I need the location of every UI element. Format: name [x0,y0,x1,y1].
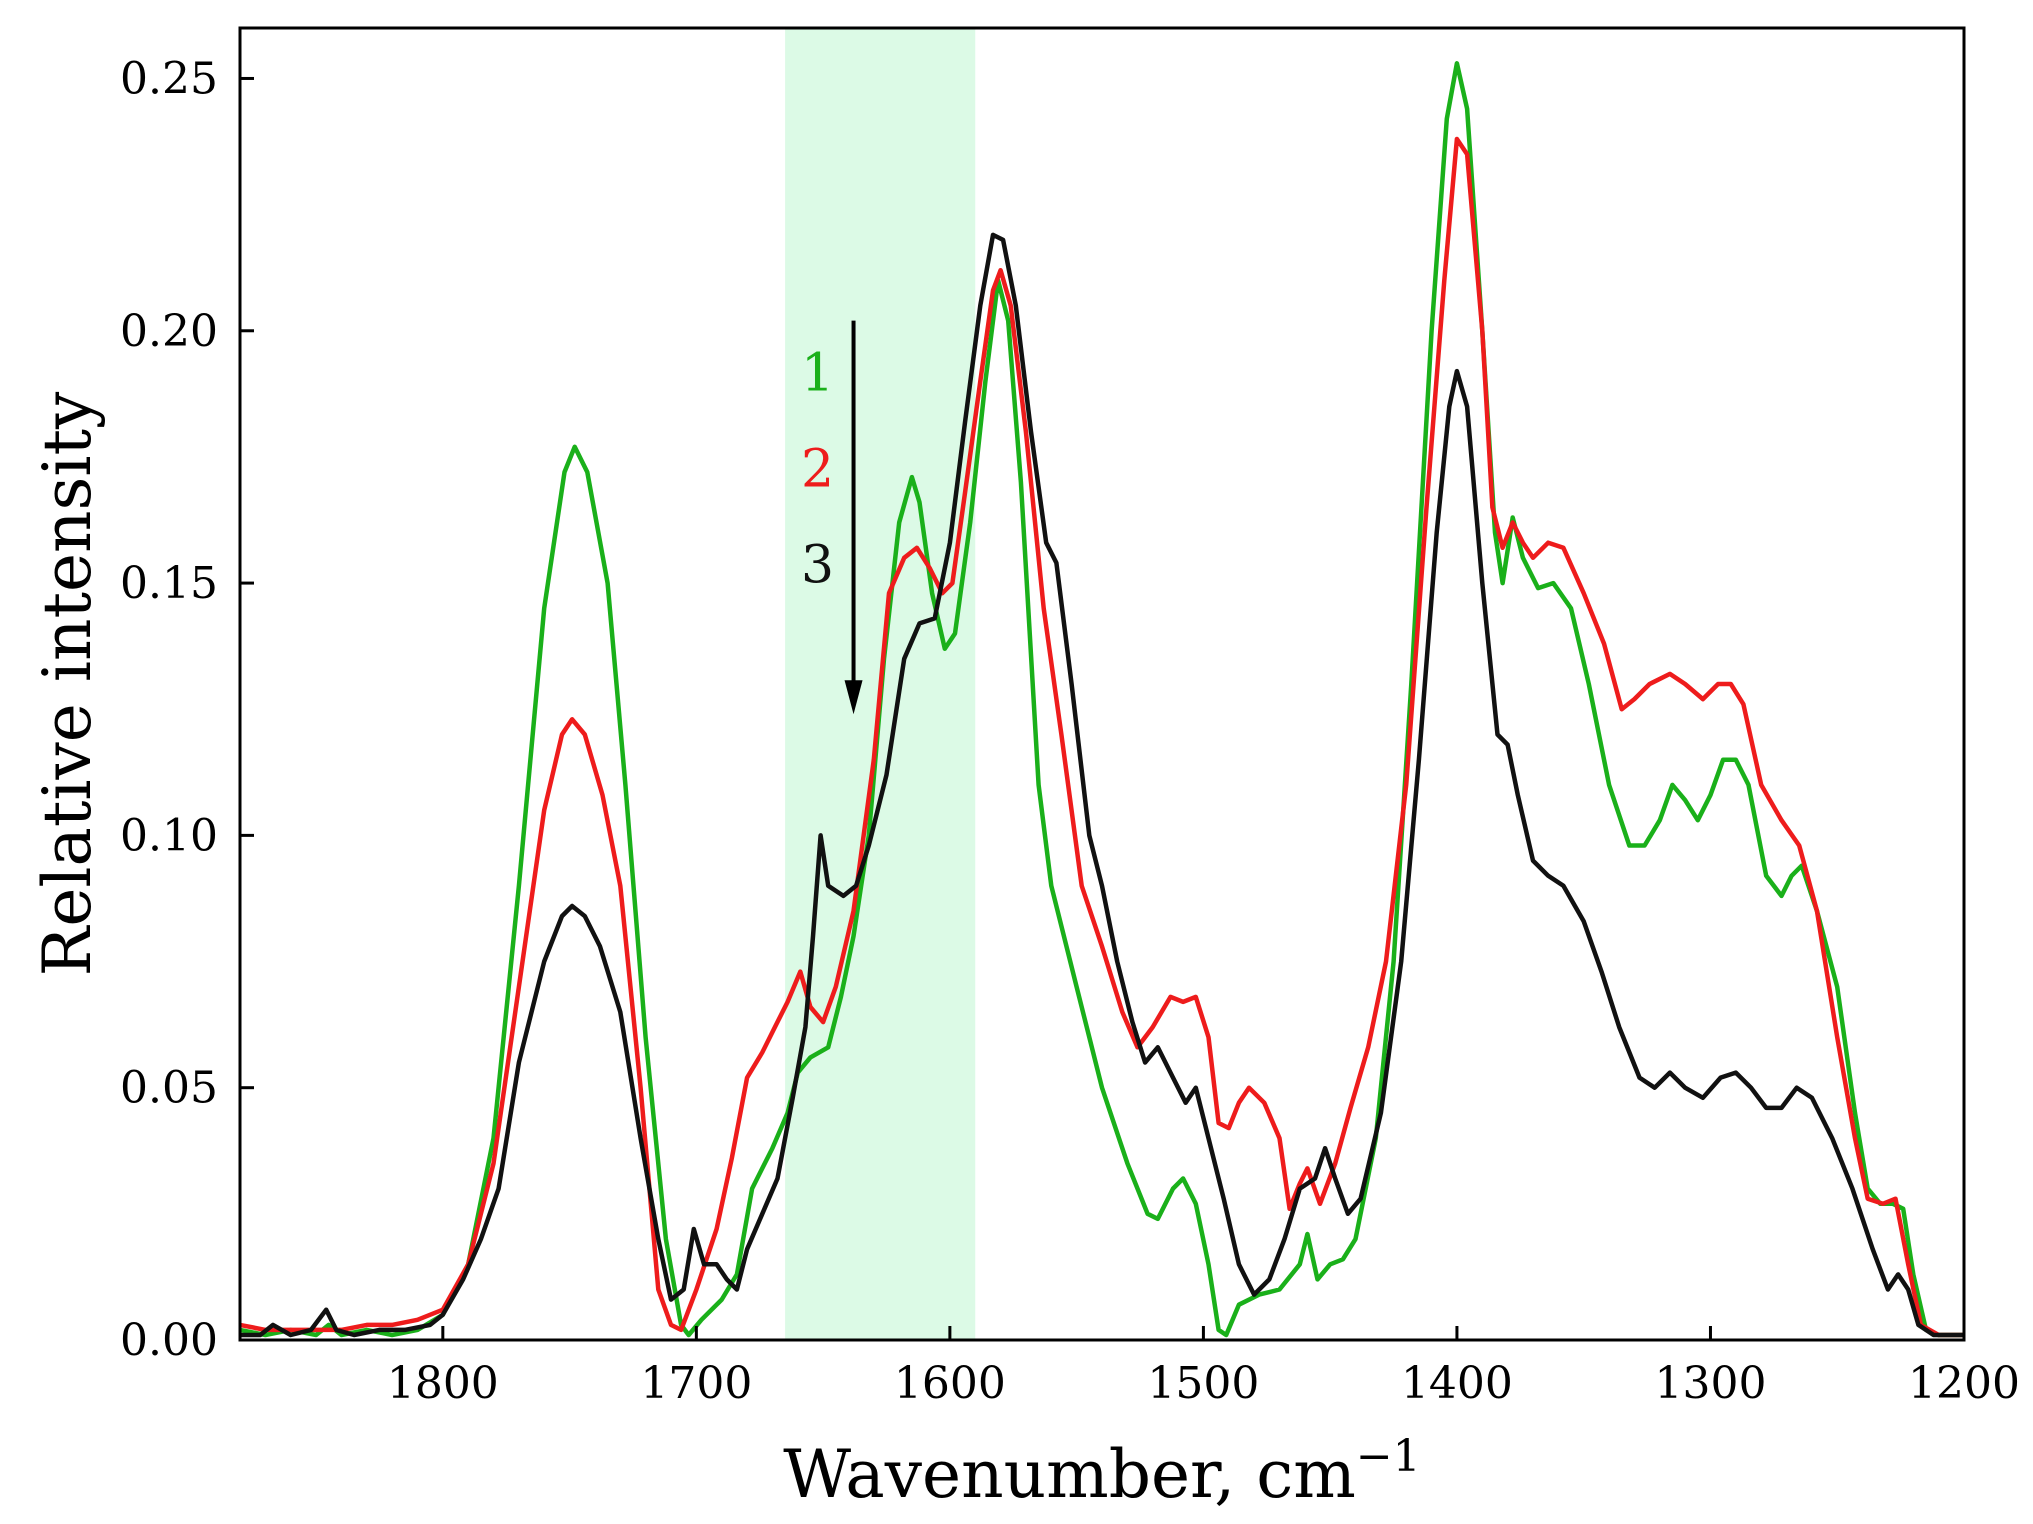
x-axis-title: Wavenumber, cm−1 [783,1431,1420,1513]
x-tick-label: 1600 [894,1358,1006,1409]
series-line-3 [240,232,1964,1338]
series-line-1 [239,61,1964,1338]
y-tick-label: 0.20 [120,306,218,357]
series-label-1: 1 [801,344,834,404]
series-layer [239,61,1964,1338]
order-arrow-head [844,680,863,715]
x-tick-label: 1700 [640,1358,752,1409]
order-arrow [844,320,863,715]
tick-layer: 1800 1700 1600 1500 1400 1300 1200 0.00 0.05 0.10… [120,53,2020,1409]
series-label-2: 2 [801,440,834,500]
series-labels: 1 2 3 [801,344,834,596]
x-axis-title-text: Wavenumber, cm [783,1436,1356,1513]
plot-frame [238,26,1966,1342]
y-tick-label: 0.00 [120,1315,218,1366]
y-tick-label: 0.10 [120,810,218,861]
x-tick-label: 1300 [1654,1358,1766,1409]
x-tick-label: 1500 [1147,1358,1259,1409]
y-tick-label: 0.25 [120,53,218,104]
y-tick-label: 0.15 [120,558,218,609]
series-label-3: 3 [801,536,834,596]
x-axis-title-superscript: −1 [1356,1431,1421,1482]
x-tick-label: 1200 [1908,1358,2020,1409]
x-tick-label: 1400 [1401,1358,1513,1409]
x-tick-label: 1800 [387,1358,499,1409]
series-line-2 [239,136,1964,1338]
y-tick-label: 0.05 [120,1063,218,1114]
y-axis-title: Relative intensity [29,391,106,976]
